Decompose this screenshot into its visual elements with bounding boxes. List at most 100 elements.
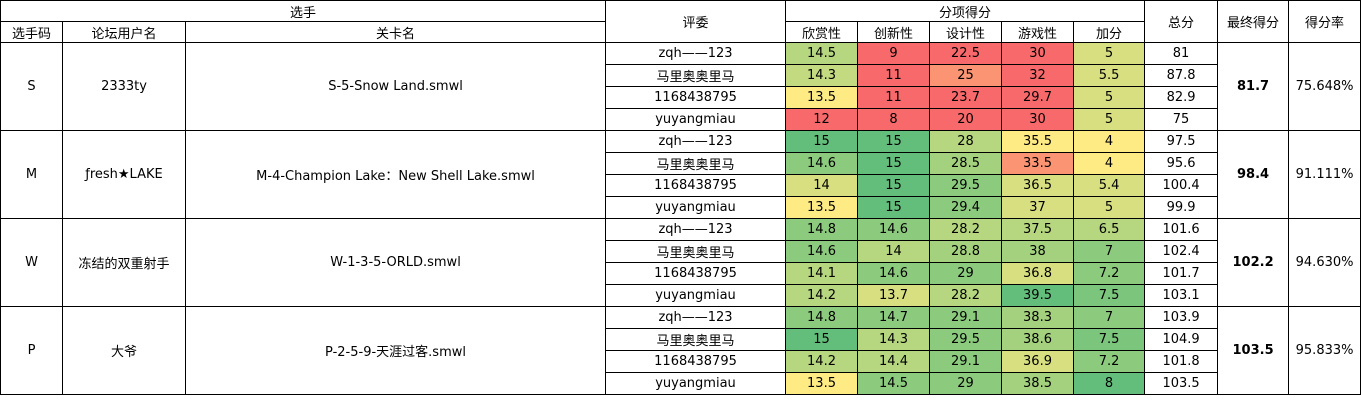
player-username: 冻结的双重射手 (62, 218, 186, 307)
score-cell: 14 (857, 240, 931, 263)
score-cell: 15 (785, 328, 859, 351)
total-cell: 87.8 (1144, 64, 1219, 87)
playability-header: 游戏性 (1001, 21, 1075, 43)
score-cell: 15 (785, 130, 859, 153)
score-cell: 5.5 (1073, 64, 1146, 87)
final-score: 81.7 (1217, 42, 1290, 131)
code-header: 选手码 (0, 21, 63, 43)
total-cell: 82.9 (1144, 86, 1219, 109)
judge-name: yuyangmiau (605, 372, 787, 395)
total-cell: 103.5 (1144, 372, 1219, 395)
level-header: 关卡名 (184, 21, 607, 43)
score-cell: 7.5 (1073, 284, 1146, 307)
judge-name: zqh——123 (605, 218, 787, 241)
table-row: 马里奥奥里马 14.6 15 28.5 33.5 4 95.6 (1, 152, 1361, 175)
total-cell: 100.4 (1144, 174, 1219, 197)
appreciation-header: 欣赏性 (785, 21, 859, 43)
level-name: M-4-Champion Lake：New Shell Lake.smwl (184, 130, 607, 219)
final-score-header: 最终得分 (1217, 0, 1290, 43)
level-name: S-5-Snow Land.smwl (184, 42, 607, 131)
score-cell: 28.2 (929, 218, 1003, 241)
score-rate: 95.833% (1288, 306, 1361, 395)
score-cell: 29 (929, 372, 1003, 395)
score-cell: 38.5 (1001, 372, 1075, 395)
judge-name: 马里奥奥里马 (605, 64, 787, 87)
score-cell: 14.6 (785, 152, 859, 175)
design-header: 设计性 (929, 21, 1003, 43)
total-cell: 102.4 (1144, 240, 1219, 263)
total-cell: 95.6 (1144, 152, 1219, 175)
final-score: 98.4 (1217, 130, 1290, 219)
score-cell: 28 (929, 130, 1003, 153)
score-cell: 38.3 (1001, 306, 1075, 329)
score-cell: 7.2 (1073, 262, 1146, 285)
score-cell: 29.1 (929, 350, 1003, 373)
table-row: 1168438795 13.5 11 23.7 29.7 5 82.9 (1, 86, 1361, 109)
judge-name: zqh——123 (605, 130, 787, 153)
score-cell: 14.2 (785, 284, 859, 307)
total-cell: 101.8 (1144, 350, 1219, 373)
score-cell: 5 (1073, 42, 1146, 65)
judge-name: 1168438795 (605, 262, 787, 285)
table-row: 马里奥奥里马 14.3 11 25 32 5.5 87.8 (1, 64, 1361, 87)
total-cell: 75 (1144, 108, 1219, 131)
table-row: yuyangmiau 13.5 14.5 29 38.5 8 103.5 (1, 372, 1361, 395)
judge-name: 1168438795 (605, 174, 787, 197)
score-cell: 28.2 (929, 284, 1003, 307)
score-cell: 15 (857, 130, 931, 153)
score-cell: 14.5 (785, 42, 859, 65)
sub-score-group-header: 分项得分 (785, 0, 1146, 22)
player-code: S (0, 42, 63, 131)
score-cell: 36.8 (1001, 262, 1075, 285)
level-name: P-2-5-9-天涯过客.smwl (184, 306, 607, 395)
total-cell: 97.5 (1144, 130, 1219, 153)
judge-name: 马里奥奥里马 (605, 240, 787, 263)
judge-header: 评委 (605, 0, 787, 43)
score-cell: 14.7 (857, 306, 931, 329)
judge-name: zqh——123 (605, 306, 787, 329)
score-cell: 13.5 (785, 372, 859, 395)
total-header: 总分 (1144, 0, 1219, 43)
score-cell: 14.1 (785, 262, 859, 285)
table-row: S 2333ty S-5-Snow Land.smwl zqh——123 14.… (0, 42, 1361, 131)
score-cell: 8 (1073, 372, 1146, 395)
table-row: W 冻结的双重射手 W-1-3-5-ORLD.smwl zqh——123 14.… (0, 218, 1361, 307)
score-cell: 5.4 (1073, 174, 1146, 197)
score-cell: 29 (929, 262, 1003, 285)
judge-name: 马里奥奥里马 (605, 328, 787, 351)
player-code: W (0, 218, 63, 307)
judge-name: 1168438795 (605, 86, 787, 109)
score-cell: 5 (1073, 108, 1146, 131)
player-username: ƒresh★LAKE (62, 130, 186, 219)
total-cell: 101.7 (1144, 262, 1219, 285)
score-cell: 13.7 (857, 284, 931, 307)
judge-name: yuyangmiau (605, 196, 787, 219)
score-cell: 14.8 (785, 306, 859, 329)
score-cell: 15 (857, 196, 931, 219)
score-cell: 25 (929, 64, 1003, 87)
username-header: 论坛用户名 (62, 21, 186, 43)
score-cell: 23.7 (929, 86, 1003, 109)
table-header: 选手 评委 分项得分 总分 最终得分 得分率 选手码 论坛用户名 关卡名 欣赏性… (0, 0, 1361, 43)
score-cell: 11 (857, 64, 931, 87)
score-cell: 7 (1073, 306, 1146, 329)
score-cell: 14.5 (857, 372, 931, 395)
score-cell: 11 (857, 86, 931, 109)
judge-name: 1168438795 (605, 350, 787, 373)
score-cell: 20 (929, 108, 1003, 131)
player-username: 2333ty (62, 42, 186, 131)
table-row: 1168438795 14 15 29.5 36.5 5.4 100.4 (1, 174, 1361, 197)
total-cell: 103.9 (1144, 306, 1219, 329)
score-cell: 14.4 (857, 350, 931, 373)
total-cell: 103.1 (1144, 284, 1219, 307)
score-cell: 30 (1001, 108, 1075, 131)
score-cell: 8 (857, 108, 931, 131)
score-cell: 14.3 (785, 64, 859, 87)
score-cell: 7.5 (1073, 328, 1146, 351)
score-cell: 32 (1001, 64, 1075, 87)
score-cell: 15 (857, 174, 931, 197)
score-rate: 91.111% (1288, 130, 1361, 219)
total-cell: 101.6 (1144, 218, 1219, 241)
score-cell: 4 (1073, 152, 1146, 175)
